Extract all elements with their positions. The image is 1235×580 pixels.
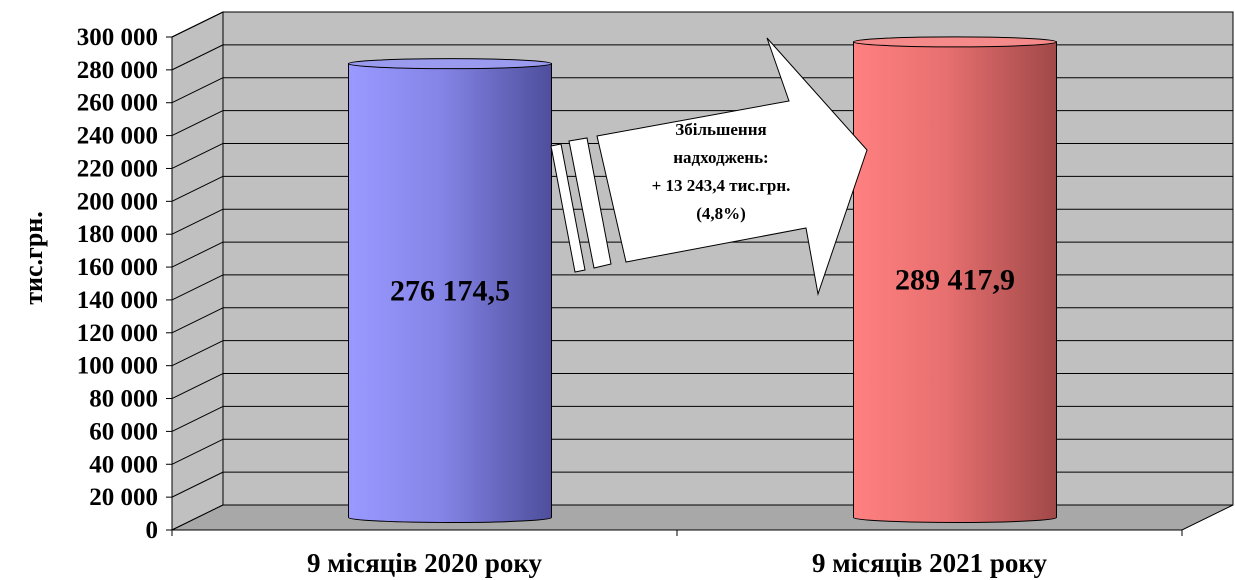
- y-tick-label: 100 000: [77, 353, 158, 380]
- gridline-side: [171, 208, 224, 235]
- y-tick-label: 0: [146, 517, 159, 544]
- gridline-side: [171, 110, 224, 137]
- increase-arrow: Збільшення надходжень: + 13 243,4 тис.гр…: [550, 37, 868, 296]
- gridline-side: [171, 274, 224, 301]
- y-tick-label: 40 000: [89, 451, 158, 478]
- y-tick-label: 180 000: [77, 221, 158, 248]
- bar-cylinder: [348, 63, 552, 523]
- gridline-side: [171, 307, 224, 334]
- y-tick-label: 280 000: [77, 57, 158, 84]
- y-tick-label: 20 000: [89, 484, 158, 511]
- bar-cylinder: [853, 41, 1057, 523]
- y-tick-label: 240 000: [77, 123, 158, 150]
- arrow-body: [596, 37, 868, 296]
- annotation-line-4: (4,8%): [696, 204, 746, 223]
- gridline-side: [171, 143, 224, 169]
- gridline-side: [171, 340, 224, 367]
- annotation-line-2: надходжень:: [673, 148, 768, 167]
- y-tick-label: 60 000: [89, 418, 158, 445]
- bar-top: [348, 58, 552, 70]
- y-axis-label: тис.грн.: [19, 211, 48, 305]
- bar-top: [853, 36, 1057, 48]
- arrow-stripe-2: [568, 137, 612, 269]
- gridline-side: [171, 373, 224, 399]
- y-tick-label: 220 000: [77, 155, 158, 182]
- arrow-stripe-1: [550, 143, 586, 273]
- gridline-side: [171, 175, 224, 202]
- x-axis-labels: 9 місяців 2020 року 9 місяців 2021 року: [171, 530, 1183, 578]
- bars: 276 174,5 289 417,9: [348, 36, 1057, 523]
- gridline-side: [171, 241, 224, 268]
- gridline-side: [171, 405, 224, 432]
- gridline-side: [171, 77, 224, 104]
- x-tick-label: 9 місяців 2021 року: [812, 548, 1048, 578]
- x-tick-label: 9 місяців 2020 року: [307, 548, 543, 578]
- y-axis: 0 20 000 40 000 60 000 80 000 100 000 120 000 1…: [77, 24, 172, 544]
- gridline-side: [171, 438, 224, 465]
- y-tick-label: 160 000: [77, 254, 158, 281]
- floor: [171, 504, 1234, 531]
- y-tick-label: 260 000: [77, 90, 158, 117]
- y-tick-label: 300 000: [77, 24, 158, 51]
- gridline-side: [171, 471, 224, 498]
- y-tick-label: 140 000: [77, 287, 158, 314]
- y-tick-label: 200 000: [77, 188, 158, 215]
- annotation-line-3: + 13 243,4 тис.грн.: [652, 176, 791, 195]
- annotation-line-1: Збільшення: [675, 120, 766, 139]
- data-label: 276 174,5: [390, 275, 510, 308]
- data-label: 289 417,9: [895, 264, 1015, 297]
- y-tick-label: 120 000: [77, 320, 158, 347]
- gridline-side: [171, 11, 224, 38]
- gridline-side: [171, 44, 224, 71]
- y-tick-label: 80 000: [89, 386, 158, 413]
